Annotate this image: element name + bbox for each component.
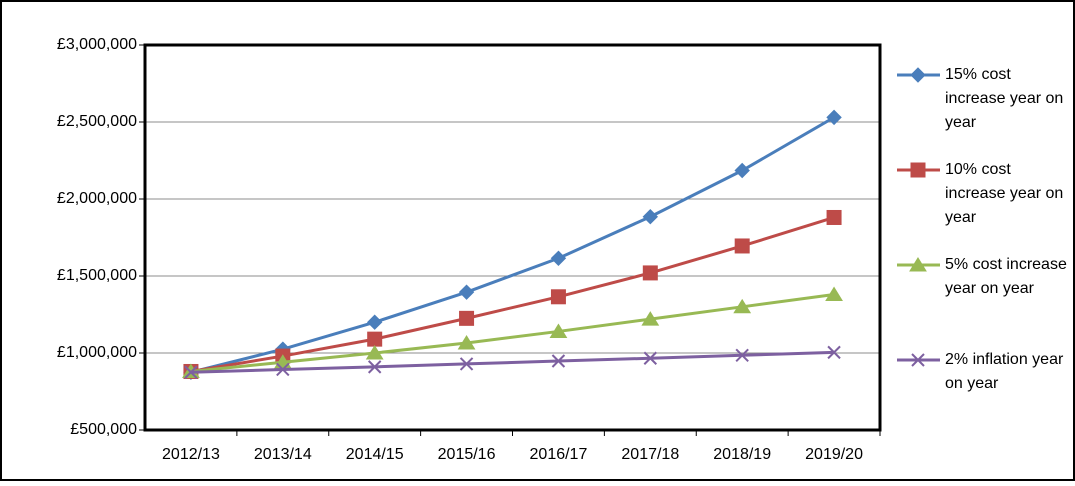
marker xyxy=(549,323,568,338)
marker xyxy=(910,162,926,178)
marker xyxy=(642,209,659,225)
marker xyxy=(733,298,752,314)
y-tick-label: £3,000,000 xyxy=(57,36,137,53)
marker xyxy=(909,257,927,272)
marker xyxy=(550,289,566,305)
marker xyxy=(459,357,474,371)
marker xyxy=(643,351,658,365)
marker xyxy=(366,314,383,330)
marker xyxy=(734,162,750,179)
marker xyxy=(911,353,925,367)
marker xyxy=(910,67,926,83)
y-tick-label: £1,500,000 xyxy=(57,267,137,284)
legend-entry: 10% cost increase year on year xyxy=(945,161,1064,226)
x-tick-label: 2012/13 xyxy=(162,446,220,463)
marker xyxy=(825,286,843,301)
x-tick-label: 2013/14 xyxy=(254,446,312,463)
y-tick-label: £2,000,000 xyxy=(57,190,137,207)
marker xyxy=(367,331,383,347)
legend-entry: 2% inflation year on year xyxy=(945,351,1064,392)
marker xyxy=(458,284,475,300)
y-tick-label: £2,500,000 xyxy=(57,113,137,130)
y-tick-label: £1,000,000 xyxy=(57,344,137,361)
marker xyxy=(827,345,841,360)
marker xyxy=(365,345,384,360)
legend-label: 2% inflation year on year xyxy=(945,351,1064,392)
marker xyxy=(457,335,476,350)
x-tick-label: 2016/17 xyxy=(530,446,588,463)
x-tick-label: 2019/20 xyxy=(805,446,863,463)
marker xyxy=(550,250,567,266)
legend-entry: 5% cost increase year on year xyxy=(945,256,1067,297)
x-tick-label: 2015/16 xyxy=(438,446,496,463)
series-line xyxy=(190,216,835,373)
legend-entry: 15% cost increase year on year xyxy=(945,66,1064,131)
legend-label: 15% cost increase year on year xyxy=(945,66,1064,131)
marker xyxy=(734,238,750,254)
marker xyxy=(184,365,198,379)
marker xyxy=(367,360,382,374)
marker xyxy=(826,109,842,126)
marker xyxy=(276,362,290,377)
marker xyxy=(735,348,749,363)
legend-label: 5% cost increase year on year xyxy=(945,256,1067,297)
marker xyxy=(642,265,658,281)
x-tick-label: 2018/19 xyxy=(713,446,771,463)
marker xyxy=(551,354,566,368)
x-tick-label: 2014/15 xyxy=(346,446,404,463)
marker xyxy=(459,310,475,326)
series-line xyxy=(190,116,835,374)
marker xyxy=(641,311,660,326)
series-line xyxy=(190,292,835,373)
x-tick-label: 2017/18 xyxy=(621,446,679,463)
marker xyxy=(826,209,842,225)
legend-label: 10% cost increase year on year xyxy=(945,161,1064,226)
y-tick-label: £500,000 xyxy=(70,421,137,438)
series-line xyxy=(190,350,835,374)
